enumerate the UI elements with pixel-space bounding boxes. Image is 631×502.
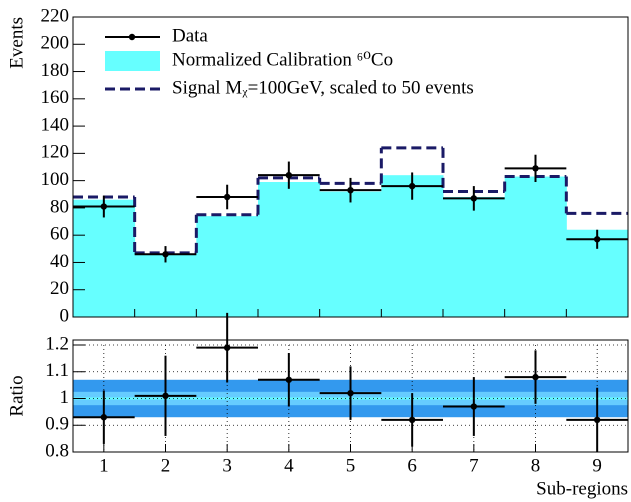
data-point xyxy=(285,171,293,179)
calibration-bar xyxy=(258,182,321,317)
y-tick-label: 80 xyxy=(50,196,69,217)
y-tick-label: 1.2 xyxy=(45,333,69,354)
data-point xyxy=(285,376,293,383)
calibration-bar xyxy=(504,176,567,317)
y-tick-label: 0.8 xyxy=(45,440,69,461)
data-point xyxy=(347,186,354,194)
y-axis-label: Events xyxy=(6,17,27,69)
x-tick-label: 5 xyxy=(346,455,356,476)
x-tick-label: 4 xyxy=(284,455,294,476)
x-tick-label: 8 xyxy=(531,455,541,476)
data-point xyxy=(593,416,601,424)
data-point xyxy=(593,236,601,243)
data-point xyxy=(470,195,478,202)
y-tick-label: 0 xyxy=(60,305,70,326)
data-point xyxy=(223,193,231,201)
data-point xyxy=(100,414,108,421)
y-tick-label: 200 xyxy=(41,33,70,54)
x-tick-label: 2 xyxy=(161,455,171,476)
data-point xyxy=(162,251,169,258)
legend-marker xyxy=(128,33,136,41)
y-tick-label: 180 xyxy=(41,60,70,81)
x-tick-label: 1 xyxy=(99,455,109,476)
calibration-bar xyxy=(134,254,197,317)
legend-label: Data xyxy=(172,25,208,46)
data-point xyxy=(347,389,354,397)
y-tick-label: 0.9 xyxy=(45,414,69,435)
data-point xyxy=(223,344,231,351)
x-axis-label: Sub-regions xyxy=(536,478,628,499)
legend-marker xyxy=(105,51,160,71)
y-tick-label: 20 xyxy=(50,278,69,299)
legend-label: Signal Mᵪ=100GeV, scaled to 50 events xyxy=(172,77,474,98)
y-tick-label: 1.1 xyxy=(45,360,69,381)
y-tick-label: 220 xyxy=(41,5,70,26)
calibration-bar xyxy=(196,216,259,317)
data-point xyxy=(470,403,478,410)
plot-frame xyxy=(72,16,629,318)
x-tick-label: 9 xyxy=(592,455,602,476)
data-point xyxy=(408,182,416,190)
y-tick-label: 1 xyxy=(60,387,70,408)
calibration-bar xyxy=(443,197,506,317)
plot-frame xyxy=(72,339,629,453)
x-tick-label: 7 xyxy=(469,455,479,476)
y-tick-label: 120 xyxy=(41,142,70,163)
y-tick-label: 140 xyxy=(41,114,70,135)
data-point xyxy=(532,373,539,381)
calibration-bar xyxy=(319,191,382,317)
y-tick-label: 40 xyxy=(50,251,69,272)
data-point xyxy=(100,203,108,210)
calibration-bar xyxy=(73,199,136,317)
data-point xyxy=(532,165,539,172)
y-tick-label: 60 xyxy=(50,224,69,245)
x-tick-label: 6 xyxy=(407,455,417,476)
data-point xyxy=(408,416,416,424)
x-tick-label: 3 xyxy=(222,455,232,476)
y-axis-label: Ratio xyxy=(6,375,27,416)
data-point xyxy=(162,392,169,400)
y-tick-label: 160 xyxy=(41,87,70,108)
legend-label: Normalized Calibration ⁶⁰Co xyxy=(172,49,393,70)
y-tick-label: 100 xyxy=(41,169,70,190)
